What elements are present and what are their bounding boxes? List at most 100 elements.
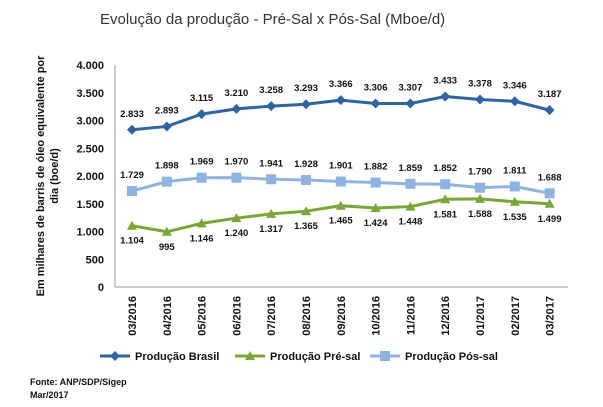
chart-title: Evolução da produção - Pré-Sal x Pós-Sal… bbox=[100, 11, 445, 28]
legend-marker bbox=[110, 351, 120, 361]
data-point bbox=[266, 208, 277, 218]
data-point bbox=[127, 186, 137, 197]
data-label: 1.365 bbox=[294, 221, 318, 232]
data-label: 3.346 bbox=[503, 80, 527, 91]
data-point bbox=[231, 213, 242, 223]
legend-label: Produção Brasil bbox=[135, 351, 219, 363]
data-point bbox=[196, 218, 207, 228]
data-label: 3.210 bbox=[225, 88, 249, 99]
data-point bbox=[475, 193, 485, 203]
data-label: 1.581 bbox=[433, 209, 457, 220]
data-point bbox=[440, 179, 451, 190]
data-label: 1.104 bbox=[120, 236, 144, 247]
data-label: 1.146 bbox=[190, 233, 214, 244]
data-label: 1.901 bbox=[329, 160, 353, 171]
data-point bbox=[475, 182, 485, 193]
data-point bbox=[335, 95, 346, 106]
source-line: Fonte: ANP/SDP/Sigep bbox=[30, 377, 127, 387]
data-label: 1.859 bbox=[399, 163, 423, 174]
data-point bbox=[335, 176, 346, 187]
data-label: 1.729 bbox=[120, 170, 144, 181]
data-label: 1.240 bbox=[225, 228, 249, 239]
data-label: 3.378 bbox=[468, 79, 492, 90]
data-label: 1.448 bbox=[399, 217, 423, 228]
legend-marker bbox=[245, 351, 255, 360]
data-label: 1.882 bbox=[364, 162, 388, 173]
data-label: 3.433 bbox=[433, 75, 457, 86]
legend-label: Produção Pós-sal bbox=[405, 351, 498, 363]
x-tick-label: 12/2016 bbox=[440, 296, 452, 336]
legend-marker bbox=[380, 351, 390, 361]
y-tick-label: 1.000 bbox=[76, 227, 104, 239]
x-tick-label: 03/2017 bbox=[545, 296, 557, 336]
data-point bbox=[196, 109, 207, 120]
y-tick-label: 2.000 bbox=[76, 171, 104, 183]
data-point bbox=[301, 174, 311, 185]
source-date: Mar/2017 bbox=[30, 390, 69, 400]
data-point bbox=[370, 98, 381, 109]
data-label: 3.187 bbox=[538, 89, 562, 100]
data-label: 1.499 bbox=[538, 214, 562, 225]
data-point bbox=[370, 177, 381, 188]
legend-item: Produção Pós-sal bbox=[370, 351, 498, 363]
data-label: 1.898 bbox=[155, 161, 179, 172]
y-tick-label: 3.500 bbox=[76, 88, 104, 100]
y-axis-label: Em milhares de barris de óleo equivalent… bbox=[35, 55, 61, 297]
legend-item: Produção Pré-sal bbox=[235, 351, 360, 363]
data-point bbox=[440, 194, 451, 204]
data-point bbox=[161, 121, 172, 132]
data-point bbox=[127, 220, 137, 230]
data-label: 1.928 bbox=[294, 159, 318, 170]
data-point bbox=[335, 200, 346, 210]
x-tick-label: 10/2016 bbox=[371, 296, 383, 336]
data-label: 1.535 bbox=[503, 212, 527, 223]
data-label: 3.115 bbox=[190, 93, 214, 104]
data-label: 3.307 bbox=[399, 82, 423, 93]
data-point bbox=[301, 206, 311, 216]
x-tick-label: 09/2016 bbox=[336, 296, 348, 336]
data-label: 1.970 bbox=[225, 157, 249, 168]
x-tick-label: 07/2016 bbox=[266, 296, 278, 336]
data-label: 1.317 bbox=[259, 224, 283, 235]
data-label: 995 bbox=[159, 242, 176, 253]
data-label: 1.941 bbox=[259, 158, 283, 169]
data-label: 3.306 bbox=[364, 83, 388, 94]
data-point bbox=[161, 226, 172, 236]
x-tick-label: 01/2017 bbox=[475, 296, 487, 336]
data-point bbox=[161, 176, 172, 187]
data-label: 1.465 bbox=[329, 216, 353, 227]
data-point bbox=[301, 99, 311, 110]
y-tick-label: 2.500 bbox=[76, 143, 104, 155]
data-label: 1.688 bbox=[538, 172, 562, 183]
y-tick-label: 1.500 bbox=[76, 199, 104, 211]
x-tick-label: 05/2016 bbox=[197, 296, 209, 336]
data-label: 3.366 bbox=[329, 79, 353, 90]
y-tick-label: 3.000 bbox=[76, 116, 104, 128]
data-point bbox=[440, 91, 451, 102]
data-point bbox=[544, 188, 555, 199]
data-point bbox=[405, 178, 416, 189]
x-tick-label: 11/2016 bbox=[405, 296, 417, 335]
data-label: 3.258 bbox=[259, 85, 283, 96]
legend-label: Produção Pré-sal bbox=[270, 351, 360, 363]
data-label: 1.852 bbox=[433, 163, 457, 174]
data-label: 1.969 bbox=[190, 157, 214, 168]
data-point bbox=[405, 201, 416, 211]
data-point bbox=[475, 94, 485, 105]
data-label: 1.811 bbox=[503, 165, 527, 176]
series-produ-o-p-s-sal: 1.729 1.898 1.969 1.970 1.941 1.928 1.901 1.882… bbox=[120, 157, 561, 199]
x-tick-label: 03/2016 bbox=[127, 296, 139, 336]
data-label: 2.833 bbox=[120, 109, 144, 120]
data-label: 2.893 bbox=[155, 105, 179, 116]
y-tick-label: 0 bbox=[98, 282, 104, 294]
data-point bbox=[405, 98, 416, 109]
data-point bbox=[509, 196, 520, 206]
data-label: 1.424 bbox=[364, 218, 388, 229]
data-point bbox=[196, 172, 207, 183]
data-label: 1.588 bbox=[468, 209, 492, 220]
x-tick-label: 04/2016 bbox=[162, 296, 174, 336]
data-point bbox=[544, 198, 555, 208]
data-point bbox=[509, 96, 520, 107]
data-point bbox=[370, 202, 381, 212]
x-tick-label: 06/2016 bbox=[231, 296, 243, 336]
